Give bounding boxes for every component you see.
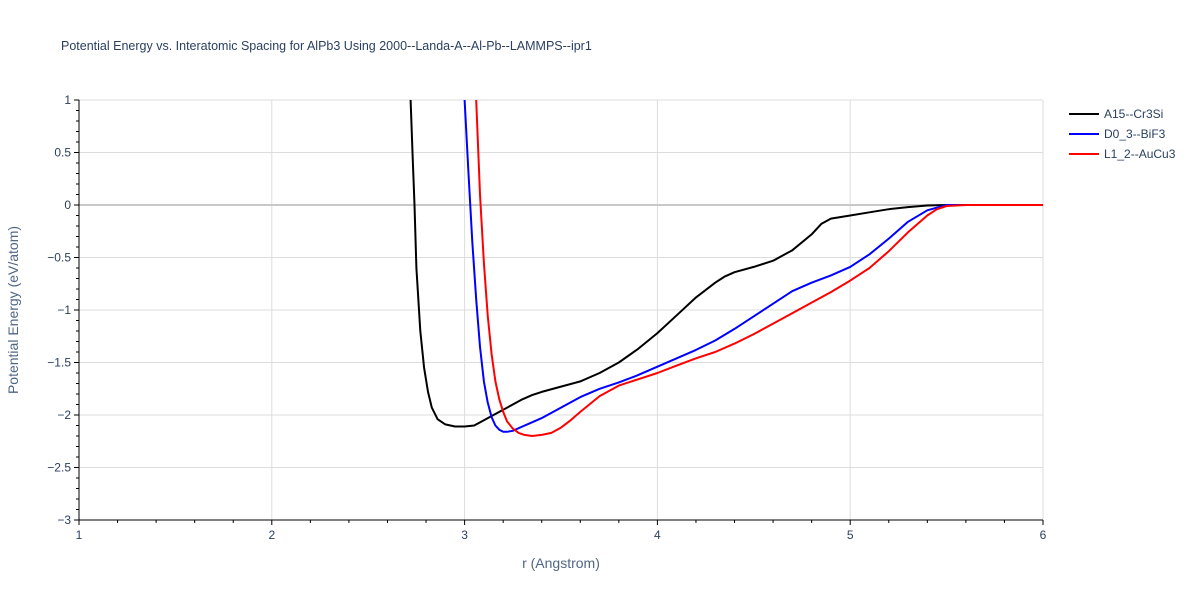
- y-axis-title: Potential Energy (eV/atom): [5, 226, 21, 394]
- x-tick-label: 3: [461, 528, 468, 542]
- legend-label: A15--Cr3Si: [1104, 107, 1163, 121]
- x-tick-label: 1: [76, 528, 83, 542]
- y-tick-label: 1: [64, 93, 71, 107]
- x-axis-ticks: 1 2 3 4 5 6: [76, 528, 1047, 542]
- y-axis-ticks: −3 −2.5 −2 −1.5 −1 −0.5 0 0.5 1: [47, 93, 71, 527]
- legend-label: D0_3--BiF3: [1104, 127, 1166, 141]
- axes: [74, 99, 1044, 525]
- series-line-2: [463, 99, 1043, 433]
- x-tick-label: 6: [1040, 528, 1047, 542]
- series-line-3: [475, 99, 1043, 437]
- y-tick-label: 0.5: [54, 146, 71, 160]
- series-line-1: [409, 99, 1043, 428]
- legend: A15--Cr3Si D0_3--BiF3 L1_2--AuCu3: [1069, 107, 1176, 161]
- x-tick-label: 4: [654, 528, 661, 542]
- y-tick-label: −2: [57, 408, 71, 422]
- y-tick-label: 0: [64, 198, 71, 212]
- y-tick-label: −3: [57, 513, 71, 527]
- legend-label: L1_2--AuCu3: [1104, 147, 1176, 161]
- x-axis-title: r (Angstrom): [522, 555, 600, 571]
- series-group: [409, 99, 1043, 437]
- y-tick-label: −1: [57, 303, 71, 317]
- y-tick-label: −0.5: [47, 251, 71, 265]
- x-tick-label: 2: [268, 528, 275, 542]
- x-tick-label: 5: [847, 528, 854, 542]
- chart-title: Potential Energy vs. Interatomic Spacing…: [61, 39, 592, 53]
- y-tick-label: −2.5: [47, 461, 71, 475]
- y-tick-label: −1.5: [47, 356, 71, 370]
